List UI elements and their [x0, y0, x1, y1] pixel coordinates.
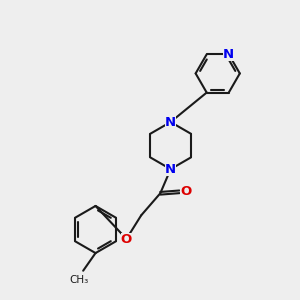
- Text: N: N: [223, 48, 234, 61]
- Text: CH₃: CH₃: [69, 275, 88, 285]
- Text: N: N: [165, 163, 176, 176]
- Text: O: O: [180, 185, 191, 198]
- Text: N: N: [165, 116, 176, 128]
- Text: O: O: [121, 233, 132, 246]
